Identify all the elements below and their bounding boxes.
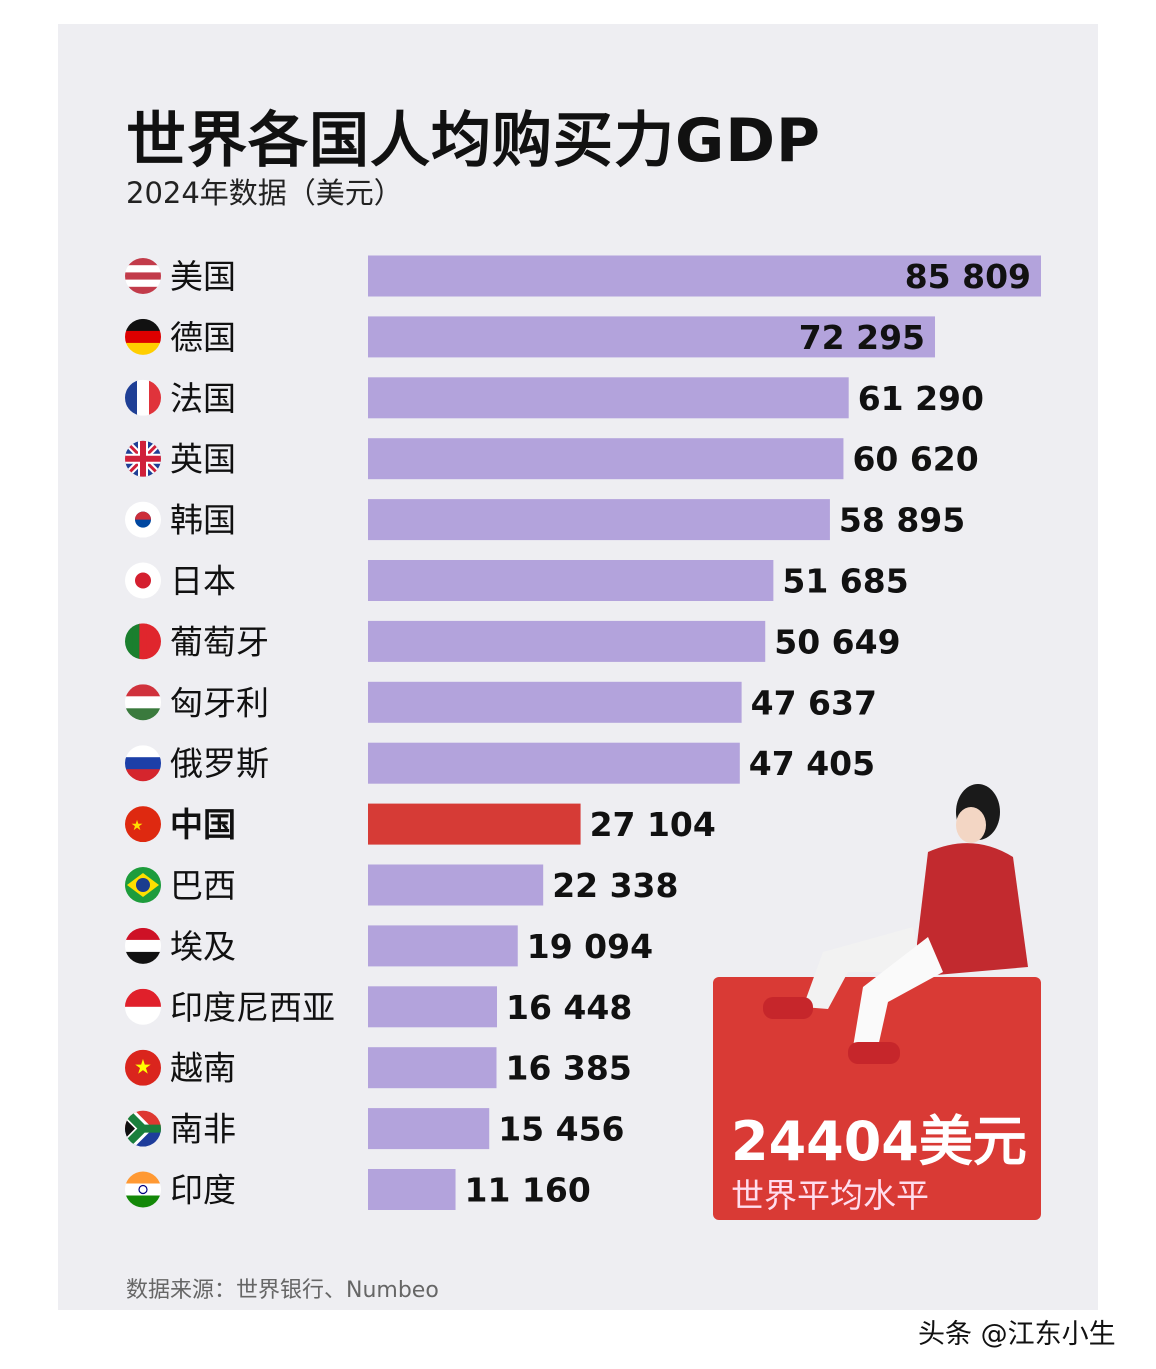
bar bbox=[368, 560, 774, 601]
value-label: 47 405 bbox=[749, 744, 875, 783]
seated-figure-illustration bbox=[763, 784, 1028, 1064]
category-label: 韩国 bbox=[170, 501, 236, 540]
bar bbox=[368, 255, 1041, 297]
flag-icon bbox=[125, 988, 161, 1025]
flag-icon bbox=[125, 379, 161, 416]
data-source: 数据来源：世界银行、Numbeo bbox=[126, 1278, 439, 1303]
bar bbox=[368, 803, 581, 845]
world-average-callout: 24404美元 世界平均水平 bbox=[713, 784, 1041, 1220]
flag-icon bbox=[125, 501, 161, 538]
category-label: 南非 bbox=[170, 1110, 236, 1149]
chart-title: 世界各国人均购买力GDP bbox=[126, 106, 822, 176]
category-label: 俄罗斯 bbox=[170, 744, 269, 783]
value-label: 51 685 bbox=[782, 562, 908, 601]
value-label: 85 809 bbox=[905, 257, 1031, 296]
value-label: 22 338 bbox=[552, 866, 678, 905]
flag-icon bbox=[125, 623, 161, 660]
value-label: 60 620 bbox=[852, 440, 978, 479]
value-label: 61 290 bbox=[858, 379, 984, 418]
bar bbox=[368, 620, 766, 662]
category-label: 法国 bbox=[170, 379, 236, 418]
flag-icon: ★ bbox=[125, 1049, 161, 1086]
bar bbox=[368, 377, 849, 419]
value-label: 50 649 bbox=[774, 622, 900, 661]
world-average-label: 世界平均水平 bbox=[731, 1176, 929, 1215]
flag-icon bbox=[125, 440, 161, 477]
category-label: 匈牙利 bbox=[170, 683, 269, 722]
flag-icon bbox=[125, 684, 161, 721]
flag-icon bbox=[125, 318, 161, 355]
flag-icon bbox=[125, 867, 161, 903]
value-label: 19 094 bbox=[527, 927, 653, 966]
category-label: 巴西 bbox=[170, 866, 236, 905]
world-average-value: 24404美元 bbox=[731, 1110, 1027, 1173]
category-label: 日本 bbox=[170, 562, 236, 601]
value-label: 16 385 bbox=[506, 1049, 632, 1088]
flag-icon bbox=[125, 1110, 161, 1147]
value-label: 72 295 bbox=[799, 318, 925, 357]
svg-text:★: ★ bbox=[134, 1055, 152, 1079]
bar bbox=[368, 1108, 490, 1150]
value-label: 16 448 bbox=[506, 988, 632, 1027]
flag-icon bbox=[125, 745, 161, 782]
bar bbox=[368, 742, 740, 784]
category-label: 埃及 bbox=[170, 927, 236, 966]
bar bbox=[368, 1169, 456, 1210]
flag-icon bbox=[125, 1171, 161, 1208]
category-label: 美国 bbox=[170, 257, 236, 296]
chart-subtitle: 2024年数据（美元） bbox=[126, 176, 403, 210]
bar bbox=[368, 681, 742, 723]
bar bbox=[368, 986, 498, 1028]
category-label: 印度 bbox=[170, 1171, 236, 1210]
category-label: 中国 bbox=[170, 805, 236, 844]
bar bbox=[368, 316, 936, 358]
value-label: 47 637 bbox=[751, 683, 877, 722]
flag-icon bbox=[125, 562, 161, 599]
category-label: 英国 bbox=[170, 440, 236, 479]
value-label: 11 160 bbox=[465, 1171, 591, 1210]
category-label: 越南 bbox=[170, 1049, 236, 1088]
category-label: 印度尼西亚 bbox=[170, 988, 335, 1027]
watermark: 头条 @江东小生 bbox=[918, 1319, 1116, 1350]
value-label: 15 456 bbox=[498, 1110, 624, 1149]
value-label: 58 895 bbox=[839, 501, 965, 540]
flag-icon bbox=[125, 258, 161, 294]
value-label: 27 104 bbox=[590, 805, 716, 844]
category-label: 葡萄牙 bbox=[170, 622, 269, 661]
flag-icon bbox=[125, 927, 161, 964]
bar bbox=[368, 925, 518, 967]
svg-text:★: ★ bbox=[131, 818, 144, 834]
category-label: 德国 bbox=[170, 318, 236, 357]
bar bbox=[368, 1047, 497, 1089]
bar bbox=[368, 438, 844, 480]
flag-icon: ★ bbox=[125, 806, 161, 843]
bar bbox=[368, 864, 544, 906]
bar bbox=[368, 499, 830, 541]
